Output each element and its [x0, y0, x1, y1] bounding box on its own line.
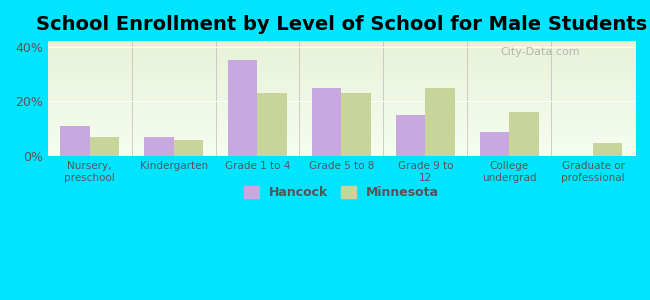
Bar: [509, 112, 538, 156]
Bar: [593, 142, 623, 156]
Text: City-Data.com: City-Data.com: [500, 47, 580, 57]
Bar: [425, 88, 454, 156]
Bar: [396, 115, 425, 156]
Bar: [312, 88, 341, 156]
Bar: [60, 126, 90, 156]
Legend: Hancock, Minnesota: Hancock, Minnesota: [238, 180, 445, 206]
Bar: [257, 93, 287, 156]
Bar: [90, 137, 119, 156]
Bar: [228, 60, 257, 156]
Title: School Enrollment by Level of School for Male Students: School Enrollment by Level of School for…: [36, 15, 647, 34]
Bar: [480, 132, 509, 156]
Bar: [174, 140, 203, 156]
Bar: [144, 137, 174, 156]
Bar: [341, 93, 370, 156]
